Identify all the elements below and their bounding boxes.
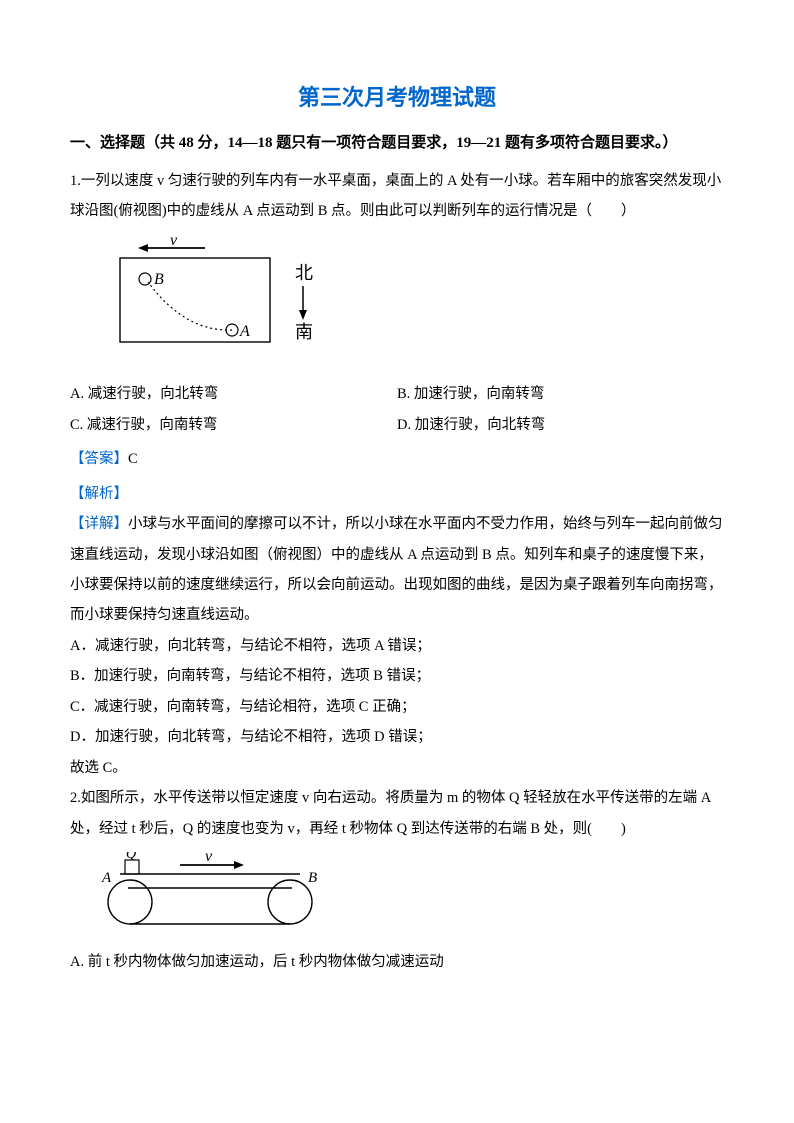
answer-value: C xyxy=(128,451,138,467)
answer-label: 【答案】 xyxy=(70,451,128,467)
v2-label: v xyxy=(205,852,213,865)
b-label: B xyxy=(154,271,164,288)
q2-diagram-svg: Q v A B xyxy=(90,852,350,932)
detail-label: 【详解】 xyxy=(70,516,128,532)
a-label: A xyxy=(239,323,250,340)
q-label: Q xyxy=(126,852,136,862)
q1-opt-a: A. 减速行驶，向北转弯 xyxy=(70,379,397,409)
q1-options: A. 减速行驶，向北转弯 B. 加速行驶，向南转弯 C. 减速行驶，向南转弯 D… xyxy=(70,379,724,440)
section-heading: 一、选择题（共 48 分，14—18 题只有一项符合题目要求，19—21 题有多… xyxy=(70,128,724,160)
q1-analysis-label: 【解析】 xyxy=(70,479,724,509)
q2-stem: 2.如图所示，水平传送带以恒定速度 v 向右运动。将质量为 m 的物体 Q 轻轻… xyxy=(70,783,724,844)
q1-detail-c: C．减速行驶，向南转弯，与结论相符，选项 C 正确； xyxy=(70,692,724,722)
q1-detail-end: 故选 C。 xyxy=(70,753,724,783)
page-title: 第三次月考物理试题 xyxy=(70,80,724,112)
q1-detail-d: D．加速行驶，向北转弯，与结论不相符，选项 D 错误； xyxy=(70,722,724,752)
q1-stem: 1.一列以速度 v 匀速行驶的列车内有一水平桌面，桌面上的 A 处有一小球。若车… xyxy=(70,166,724,227)
q1-detail-b: B．加速行驶，向南转弯，与结论不相符，选项 B 错误； xyxy=(70,661,724,691)
detail-body: 小球与水平面间的摩擦可以不计，所以小球在水平面内不受力作用，始终与列车一起向前做… xyxy=(70,516,723,623)
q1-opt-d: D. 加速行驶，向北转弯 xyxy=(397,410,724,440)
q1-opt-b: B. 加速行驶，向南转弯 xyxy=(397,379,724,409)
q1-diagram: v B A 北 南 xyxy=(90,234,724,369)
v-label: v xyxy=(170,234,178,249)
q1-answer: 【答案】C xyxy=(70,444,724,474)
north-label: 北 xyxy=(295,263,313,283)
b2-label: B xyxy=(308,870,317,886)
q1-detail: 【详解】小球与水平面间的摩擦可以不计，所以小球在水平面内不受力作用，始终与列车一… xyxy=(70,509,724,631)
q1-detail-a: A．减速行驶，向北转弯，与结论不相符，选项 A 错误； xyxy=(70,631,724,661)
q2-opt-a: A. 前 t 秒内物体做匀加速运动，后 t 秒内物体做匀减速运动 xyxy=(70,947,724,977)
q2-diagram: Q v A B xyxy=(90,852,724,937)
a2-label: A xyxy=(101,870,112,886)
q1-opt-c: C. 减速行驶，向南转弯 xyxy=(70,410,397,440)
q1-diagram-svg: v B A 北 南 xyxy=(90,234,340,364)
page: 第三次月考物理试题 一、选择题（共 48 分，14—18 题只有一项符合题目要求… xyxy=(0,0,794,1017)
south-label: 南 xyxy=(295,322,313,342)
